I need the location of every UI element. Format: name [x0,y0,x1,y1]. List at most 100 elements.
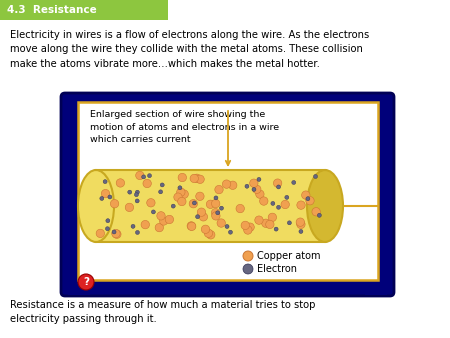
Circle shape [147,199,155,207]
Text: ?: ? [83,277,89,287]
Circle shape [159,217,168,225]
Circle shape [112,230,116,234]
Circle shape [274,227,278,231]
Circle shape [108,195,112,199]
Circle shape [261,219,270,227]
Circle shape [196,215,200,219]
Circle shape [207,231,215,239]
Circle shape [187,222,195,230]
Circle shape [148,174,152,178]
Circle shape [165,215,174,224]
Circle shape [128,190,132,194]
Circle shape [229,230,233,234]
Circle shape [243,264,253,274]
Text: Enlarged section of wire showing the
motion of atoms and electrons in a wire
whi: Enlarged section of wire showing the mot… [90,110,279,144]
FancyBboxPatch shape [61,93,394,296]
Circle shape [268,213,277,221]
Circle shape [285,195,289,199]
Circle shape [274,179,282,187]
Circle shape [178,186,182,190]
Circle shape [160,183,164,187]
Circle shape [78,274,94,290]
Circle shape [220,206,224,210]
Circle shape [243,251,253,261]
Circle shape [204,229,213,237]
Circle shape [103,179,107,184]
Circle shape [106,219,110,223]
Circle shape [255,216,263,224]
Circle shape [297,220,305,228]
Circle shape [135,190,140,194]
Circle shape [241,221,249,230]
Circle shape [180,190,189,198]
Circle shape [296,218,305,226]
Circle shape [236,204,244,213]
Circle shape [193,174,201,183]
Circle shape [245,184,249,188]
Circle shape [197,208,206,216]
Circle shape [299,230,303,234]
Circle shape [174,193,182,201]
Circle shape [143,179,151,188]
Circle shape [101,189,110,198]
Circle shape [201,225,210,234]
Circle shape [312,208,320,216]
Circle shape [281,200,289,209]
Text: 4.3  Resistance: 4.3 Resistance [7,5,97,15]
Circle shape [151,210,155,214]
Circle shape [277,205,280,209]
Circle shape [100,196,104,200]
Circle shape [157,212,165,220]
Circle shape [250,179,258,187]
Circle shape [212,199,220,208]
Circle shape [212,212,220,220]
Circle shape [96,229,104,238]
Circle shape [131,224,135,228]
Circle shape [141,220,149,229]
Bar [68,282,90,295]
Circle shape [216,211,220,215]
Circle shape [112,230,121,238]
Circle shape [116,179,125,187]
Circle shape [178,173,186,182]
Text: Copper atom: Copper atom [257,251,320,261]
Circle shape [252,185,261,193]
Bar [365,282,387,295]
Circle shape [155,223,163,232]
Circle shape [189,199,198,208]
Circle shape [206,200,215,209]
Bar [96,170,325,242]
Circle shape [125,203,134,212]
Circle shape [314,174,318,178]
Circle shape [256,190,264,198]
Circle shape [302,191,310,199]
Circle shape [190,174,198,183]
Circle shape [243,226,252,234]
Circle shape [105,227,109,231]
Circle shape [193,201,196,205]
Circle shape [266,220,274,228]
Circle shape [135,231,140,235]
Circle shape [136,171,144,179]
Circle shape [188,222,196,231]
Circle shape [246,223,254,232]
Ellipse shape [307,170,343,242]
Circle shape [214,196,218,200]
Text: Resistance is a measure of how much a material tries to stop
electricity passing: Resistance is a measure of how much a ma… [10,300,315,324]
Circle shape [177,188,185,196]
Circle shape [297,201,305,209]
Circle shape [112,230,120,238]
Circle shape [135,199,139,203]
Circle shape [158,190,162,194]
Circle shape [292,180,296,185]
Circle shape [306,197,310,201]
Circle shape [171,204,175,208]
Bar [0,0,168,20]
Circle shape [229,181,237,190]
Circle shape [252,188,256,191]
Ellipse shape [78,170,114,242]
Circle shape [271,201,275,206]
Circle shape [288,221,292,225]
Circle shape [217,219,225,227]
Circle shape [215,185,223,194]
